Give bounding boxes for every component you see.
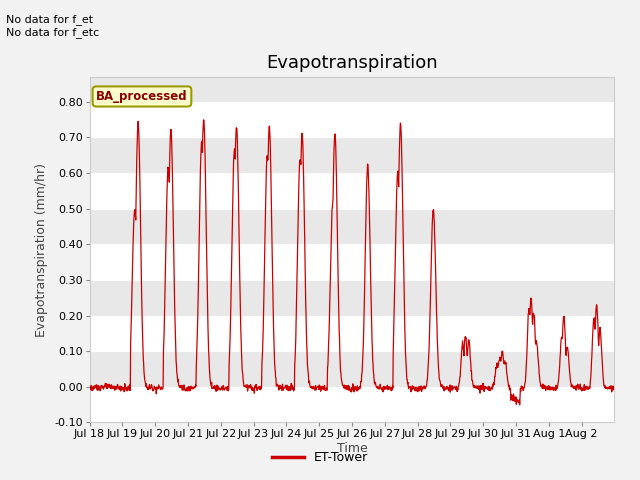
Bar — [90, 173, 614, 209]
Bar — [90, 137, 614, 173]
Y-axis label: Evapotranspiration (mm/hr): Evapotranspiration (mm/hr) — [35, 163, 49, 336]
Bar — [90, 351, 614, 387]
Bar — [90, 102, 614, 137]
Bar — [90, 209, 614, 244]
Legend: ET-Tower: ET-Tower — [268, 446, 372, 469]
Bar — [90, 315, 614, 351]
Bar — [90, 387, 614, 422]
Text: BA_processed: BA_processed — [96, 90, 188, 103]
Text: No data for f_et
No data for f_etc: No data for f_et No data for f_etc — [6, 14, 100, 38]
Title: Evapotranspiration: Evapotranspiration — [266, 54, 438, 72]
X-axis label: Time: Time — [337, 442, 367, 455]
Bar — [90, 280, 614, 315]
Bar — [90, 244, 614, 280]
